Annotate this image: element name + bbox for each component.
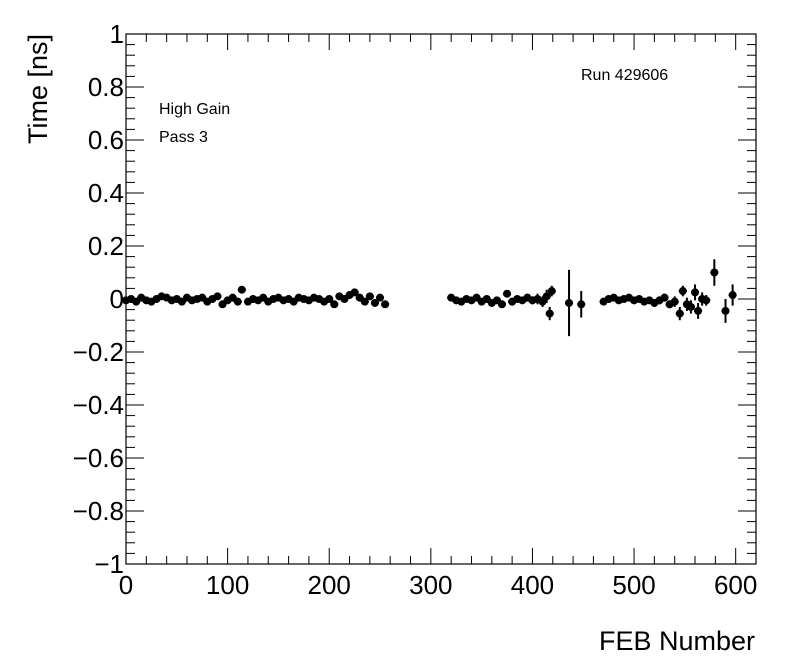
data-point xyxy=(691,288,700,297)
x-tick-label: 500 xyxy=(612,570,655,600)
x-tick-label: 400 xyxy=(511,570,554,600)
data-point xyxy=(577,300,586,309)
data-point xyxy=(547,287,556,296)
data-point xyxy=(325,295,334,303)
y-tick-label: −0.8 xyxy=(73,496,124,526)
data-point xyxy=(565,298,574,307)
data-point xyxy=(545,309,554,318)
data-point xyxy=(660,293,669,302)
y-tick-label: −0.2 xyxy=(73,337,124,367)
y-tick-label: 1 xyxy=(110,19,124,49)
y-tick-label: 0.8 xyxy=(88,72,124,102)
data-point xyxy=(728,291,737,300)
data-point xyxy=(237,285,246,294)
data-point xyxy=(694,306,703,315)
x-tick-label: 600 xyxy=(714,570,757,600)
data-point xyxy=(675,309,684,318)
y-tick-label: −0.6 xyxy=(73,443,124,473)
data-point xyxy=(702,296,711,305)
data-point xyxy=(370,298,379,307)
data-point xyxy=(376,293,385,302)
tick-labels: 0 100 200 300 400 500 600 −1 −0.8 −0.6 −0.4 −0.2 0 0.… xyxy=(73,19,758,600)
data-point xyxy=(381,300,390,309)
data-points xyxy=(122,259,737,337)
x-tick-label: 100 xyxy=(206,570,249,600)
pass-annotation: Pass 3 xyxy=(159,129,208,146)
y-tick-label: −0.4 xyxy=(73,390,124,420)
data-point xyxy=(497,300,506,309)
y-tick-label: 0.2 xyxy=(88,231,124,261)
gain-annotation: High Gain xyxy=(159,101,230,118)
y-tick-label: 0.4 xyxy=(88,178,124,208)
data-point xyxy=(710,268,719,277)
data-point xyxy=(542,292,551,301)
y-tick-label: −1 xyxy=(94,549,124,579)
x-tick-label: 200 xyxy=(308,570,351,600)
data-point xyxy=(721,306,730,315)
y-tick-label: 0.6 xyxy=(88,125,124,155)
data-point xyxy=(330,300,339,309)
x-tick-label: 300 xyxy=(409,570,452,600)
data-point xyxy=(686,302,695,311)
data-point xyxy=(360,297,369,306)
data-point xyxy=(350,288,359,297)
y-axis-label: Time [ns] xyxy=(23,34,53,144)
data-point xyxy=(503,289,512,298)
run-number-annotation: Run 429606 xyxy=(581,67,668,84)
data-point xyxy=(233,297,242,306)
data-point xyxy=(365,292,374,301)
y-tick-label: 0 xyxy=(110,284,124,314)
axis-ticks xyxy=(125,33,757,565)
data-point xyxy=(213,292,222,301)
x-tick-label: 0 xyxy=(119,570,133,600)
x-axis-label: FEB Number xyxy=(599,626,755,656)
data-point xyxy=(678,287,687,296)
data-point xyxy=(670,297,679,306)
